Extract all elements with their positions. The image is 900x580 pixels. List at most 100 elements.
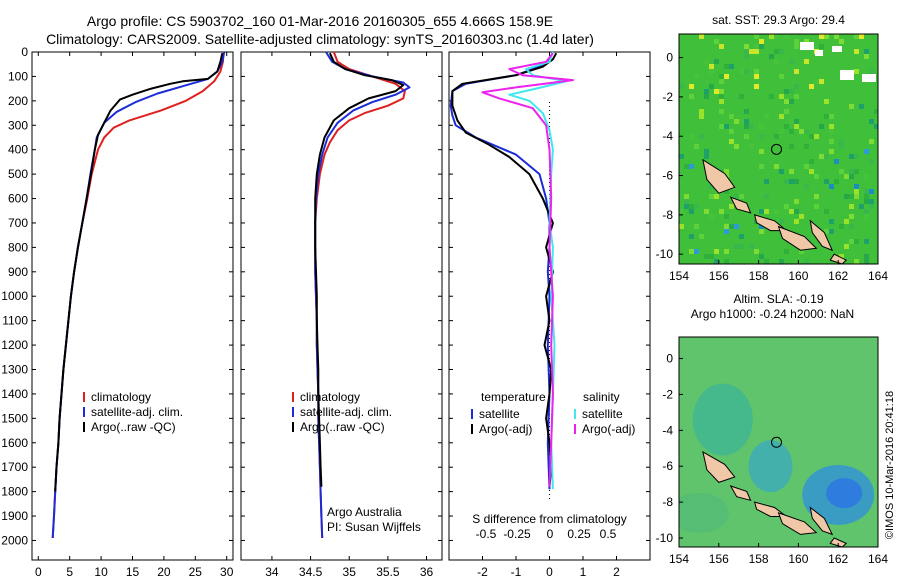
sst-cell	[804, 184, 809, 189]
sst-cell	[704, 89, 709, 94]
sst-cell	[784, 34, 789, 39]
sst-cell	[744, 44, 749, 49]
sst-cell	[834, 179, 839, 184]
y-tick-label: 800	[8, 240, 28, 254]
sst-cell	[744, 134, 749, 139]
sst-cell	[724, 189, 729, 194]
sst-cell	[719, 209, 724, 214]
island-shape	[702, 450, 736, 483]
sst-cell	[734, 244, 739, 249]
y-tick-label: 1400	[1, 387, 28, 401]
panel-salinity: 3434.53535.536salinityclimatologysatelli…	[240, 51, 443, 579]
sst-cell	[794, 124, 799, 129]
sst-cell	[824, 209, 829, 214]
sst-cell	[829, 139, 834, 144]
sst-cell	[854, 194, 859, 199]
sst-cell	[754, 49, 759, 54]
sst-cell	[784, 204, 789, 209]
sst-cell	[849, 224, 854, 229]
sst-cell	[739, 94, 744, 99]
sst-cell	[714, 59, 719, 64]
missing-data-cell	[832, 46, 842, 52]
sst-cell	[864, 194, 869, 199]
sst-cell	[799, 249, 804, 254]
sst-cell	[869, 119, 874, 124]
sst-cell	[729, 129, 734, 134]
sst-cell	[784, 89, 789, 94]
top-axis-tick-label: 0.25	[567, 527, 591, 541]
panel-difference: -2-1012T difference from climatologytemp…	[448, 51, 651, 579]
sst-cell	[784, 249, 789, 254]
sst-cell	[714, 259, 719, 264]
map-y-tick-label: -8	[662, 208, 673, 222]
sst-cell	[819, 124, 824, 129]
sst-cell	[689, 209, 694, 214]
sst-cell	[779, 49, 784, 54]
map-x-tick-label: 158	[749, 552, 769, 566]
sst-cell	[759, 209, 764, 214]
sst-cell	[689, 134, 694, 139]
sst-cell	[789, 144, 794, 149]
credit-line: Argo Australia	[327, 505, 402, 519]
sst-cell	[849, 174, 854, 179]
sst-cell	[834, 159, 839, 164]
map-y-tick-label: -6	[662, 169, 673, 183]
y-tick-label: 1600	[1, 436, 28, 450]
sst-cell	[709, 214, 714, 219]
sst-cell	[764, 259, 769, 264]
sst-cell	[839, 169, 844, 174]
sst-cell	[749, 124, 754, 129]
sst-cell	[694, 74, 699, 79]
sst-cell	[849, 104, 854, 109]
map-x-tick-label: 156	[709, 552, 729, 566]
sst-cell	[734, 119, 739, 124]
sst-cell	[719, 79, 724, 84]
island-shape	[829, 253, 848, 264]
sst-cell	[874, 124, 878, 129]
sst-cell	[684, 204, 689, 209]
sst-cell	[794, 94, 799, 99]
sst-cell	[814, 134, 819, 139]
sst-cell	[704, 94, 709, 99]
sst-cell	[864, 209, 869, 214]
sst-cell	[759, 149, 764, 154]
watermark-text: ©IMOS 10-Mar-2016 20:41:18	[884, 391, 896, 539]
y-tick-label: 1300	[1, 363, 28, 377]
sst-cell	[774, 49, 779, 54]
sst-cell	[859, 104, 864, 109]
sst-cell	[789, 209, 794, 214]
missing-data-cell	[862, 74, 876, 82]
sst-cell	[824, 34, 829, 39]
sst-cell	[854, 239, 859, 244]
sst-cell	[799, 129, 804, 134]
sst-cell	[794, 219, 799, 224]
sst-cell	[689, 249, 694, 254]
top-axis-tick-label: -0.25	[503, 527, 531, 541]
y-tick-label: 1700	[1, 460, 28, 474]
sst-cell	[864, 54, 869, 59]
sst-cell	[759, 254, 764, 259]
missing-data-cell	[815, 50, 823, 56]
x-tick-label: 1	[580, 565, 587, 579]
sst-cell	[724, 74, 729, 79]
y-tick-label: 600	[8, 192, 28, 206]
map-y-tick-label: -2	[662, 90, 673, 104]
legend-label: satellite	[582, 407, 623, 421]
x-tick-label: 30	[220, 565, 234, 579]
sst-cell	[744, 119, 749, 124]
sst-cell	[779, 74, 784, 79]
sst-cell	[789, 99, 794, 104]
sst-cell	[759, 224, 764, 229]
map-frame	[678, 33, 879, 265]
sst-cell	[699, 234, 704, 239]
sst-cell	[714, 89, 719, 94]
sst-cell	[779, 94, 784, 99]
sst-cell	[864, 254, 869, 259]
y-tick-label: 500	[8, 167, 28, 181]
sst-cell	[784, 124, 789, 129]
sst-cell	[739, 194, 744, 199]
argo-position-marker	[771, 143, 783, 155]
map-x-tick-label: 162	[828, 552, 848, 566]
header-line-2: Climatology: CARS2009. Satellite-adjuste…	[46, 31, 594, 47]
sst-cell	[789, 59, 794, 64]
